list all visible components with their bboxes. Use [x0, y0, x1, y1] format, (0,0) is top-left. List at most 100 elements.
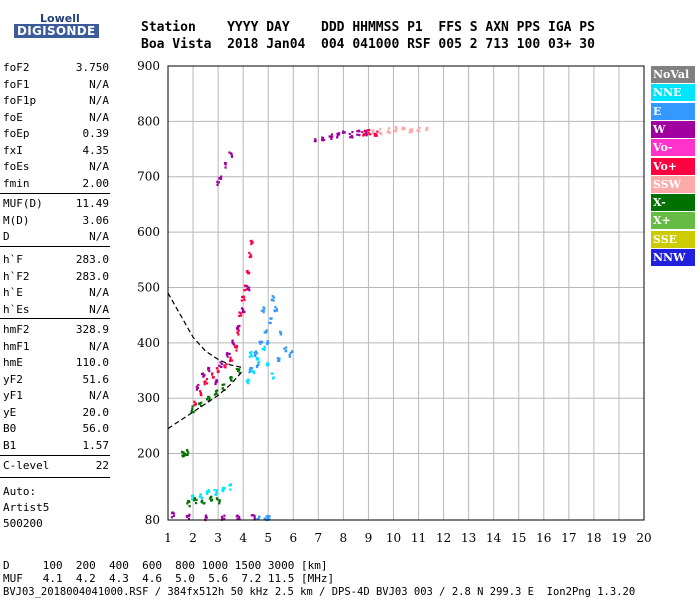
param-value: 110.0	[75, 356, 109, 369]
x-tick-label: 10	[386, 531, 401, 545]
data-point	[265, 329, 268, 332]
param-key: B0	[3, 422, 17, 435]
data-point	[241, 295, 244, 299]
data-point	[330, 137, 333, 141]
data-point	[250, 514, 253, 517]
param-key: hmF2	[3, 323, 30, 336]
data-point	[252, 370, 256, 373]
data-point	[248, 368, 252, 372]
data-point	[233, 343, 236, 346]
data-point	[249, 367, 252, 370]
data-point	[275, 307, 278, 311]
data-point	[242, 308, 245, 311]
data-point	[402, 126, 406, 129]
x-tick-label: 9	[365, 531, 373, 545]
data-point	[373, 134, 377, 137]
data-point	[358, 130, 361, 133]
data-point	[263, 331, 266, 334]
param-value: N/A	[89, 339, 109, 353]
data-point	[331, 135, 334, 138]
data-point	[425, 126, 428, 130]
data-point	[238, 324, 241, 328]
data-point	[258, 340, 261, 343]
data-point	[278, 330, 282, 333]
data-point	[408, 131, 411, 134]
data-point	[410, 127, 413, 131]
data-point	[221, 488, 224, 492]
param-value: 1.57	[82, 438, 110, 452]
param-value: 3.06	[82, 213, 110, 227]
data-point	[235, 346, 238, 349]
legend-item: X-	[651, 194, 695, 212]
data-point	[365, 134, 368, 137]
data-point	[205, 516, 208, 519]
param-separator	[0, 477, 110, 478]
data-point	[265, 515, 268, 518]
x-tick-label: 15	[511, 531, 526, 545]
param-row: yE 20.0	[3, 405, 109, 421]
data-point	[172, 512, 175, 515]
param-row: hmF1 N/A	[3, 339, 109, 355]
data-point	[221, 486, 224, 490]
data-point	[200, 401, 203, 404]
data-point	[182, 451, 185, 454]
data-point	[203, 374, 206, 377]
data-point	[216, 367, 219, 370]
param-row: foEp 0.39	[3, 126, 109, 142]
data-point	[214, 390, 218, 393]
legend-item: SSE	[651, 230, 695, 248]
data-point	[215, 489, 219, 492]
data-point	[199, 391, 202, 394]
data-point	[199, 493, 202, 496]
data-point	[249, 240, 252, 243]
y-tick-label: 600	[137, 225, 160, 239]
data-point	[239, 314, 243, 317]
data-point	[230, 359, 234, 362]
data-point	[215, 491, 218, 494]
data-point	[205, 377, 209, 381]
auto-version: 500200	[3, 517, 43, 530]
data-point	[337, 132, 341, 135]
data-point	[190, 410, 193, 414]
data-point	[204, 514, 208, 517]
data-point	[387, 129, 390, 132]
data-point	[403, 128, 406, 131]
param-key: h`E	[3, 286, 23, 299]
data-point	[289, 351, 292, 355]
param-value: 56.0	[82, 422, 110, 435]
param-row: foEs N/A	[3, 159, 109, 175]
data-point	[337, 133, 340, 136]
auto-label: Auto:	[3, 485, 37, 498]
upper-curve	[167, 292, 244, 369]
data-point	[195, 388, 199, 391]
x-tick-label: 13	[461, 531, 476, 545]
data-point	[181, 454, 184, 457]
logo-text-lowell: Lowell	[40, 12, 80, 25]
data-point	[250, 355, 253, 358]
data-point	[223, 517, 226, 520]
data-point	[351, 130, 354, 134]
param-row: B1 1.57	[3, 438, 109, 454]
data-point	[219, 361, 222, 364]
data-point	[387, 127, 391, 130]
data-point	[348, 132, 351, 136]
data-point	[208, 490, 211, 493]
data-point	[172, 514, 175, 517]
data-point	[329, 135, 332, 139]
data-point	[224, 366, 227, 369]
data-point	[336, 134, 339, 137]
data-point	[272, 299, 275, 302]
data-point	[188, 513, 191, 516]
data-point	[223, 487, 226, 491]
data-point	[263, 346, 266, 349]
data-point	[240, 299, 243, 302]
param-key: yF2	[3, 372, 23, 386]
data-point	[230, 152, 233, 155]
data-point	[368, 133, 372, 136]
data-point	[418, 126, 421, 130]
data-point	[208, 398, 211, 401]
data-point	[208, 396, 211, 399]
data-point	[199, 495, 202, 499]
data-point	[255, 358, 258, 361]
data-point	[257, 363, 260, 366]
